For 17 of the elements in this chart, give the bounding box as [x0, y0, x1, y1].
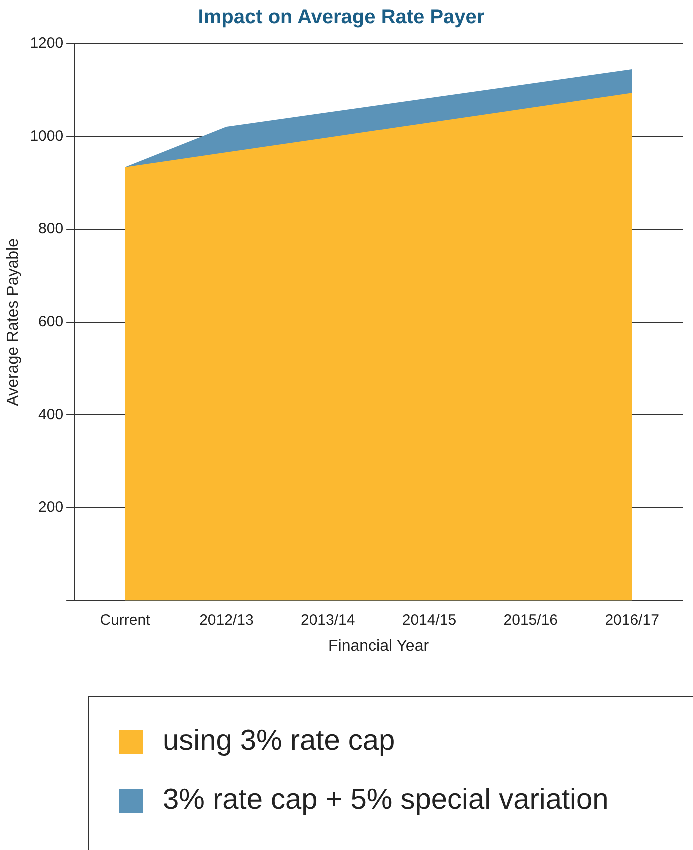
legend-label: using 3% rate cap	[163, 725, 396, 758]
y-tick-label: 400	[38, 406, 64, 424]
y-tick-label: 200	[38, 499, 64, 516]
x-tick-label: Current	[100, 612, 152, 629]
x-tick-label: 2012/13	[200, 612, 254, 629]
y-tick-label: 800	[38, 220, 64, 238]
legend-label: 3% rate cap + 5% special variation	[163, 784, 609, 817]
x-tick-label: 2016/17	[605, 612, 660, 629]
y-axis-title: Average Rates Payable	[5, 238, 22, 406]
x-tick-label: 2013/14	[300, 612, 356, 629]
chart-title: Impact on Average Rate Payer	[198, 6, 485, 29]
x-axis-title: Financial Year	[328, 638, 430, 655]
x-tick-label: 2015/16	[504, 612, 558, 629]
y-tick-label: 1200	[30, 35, 64, 52]
x-tick-label: 2014/15	[402, 612, 457, 629]
y-tick-label: 1000	[30, 128, 64, 145]
y-tick-label: 600	[38, 314, 64, 331]
